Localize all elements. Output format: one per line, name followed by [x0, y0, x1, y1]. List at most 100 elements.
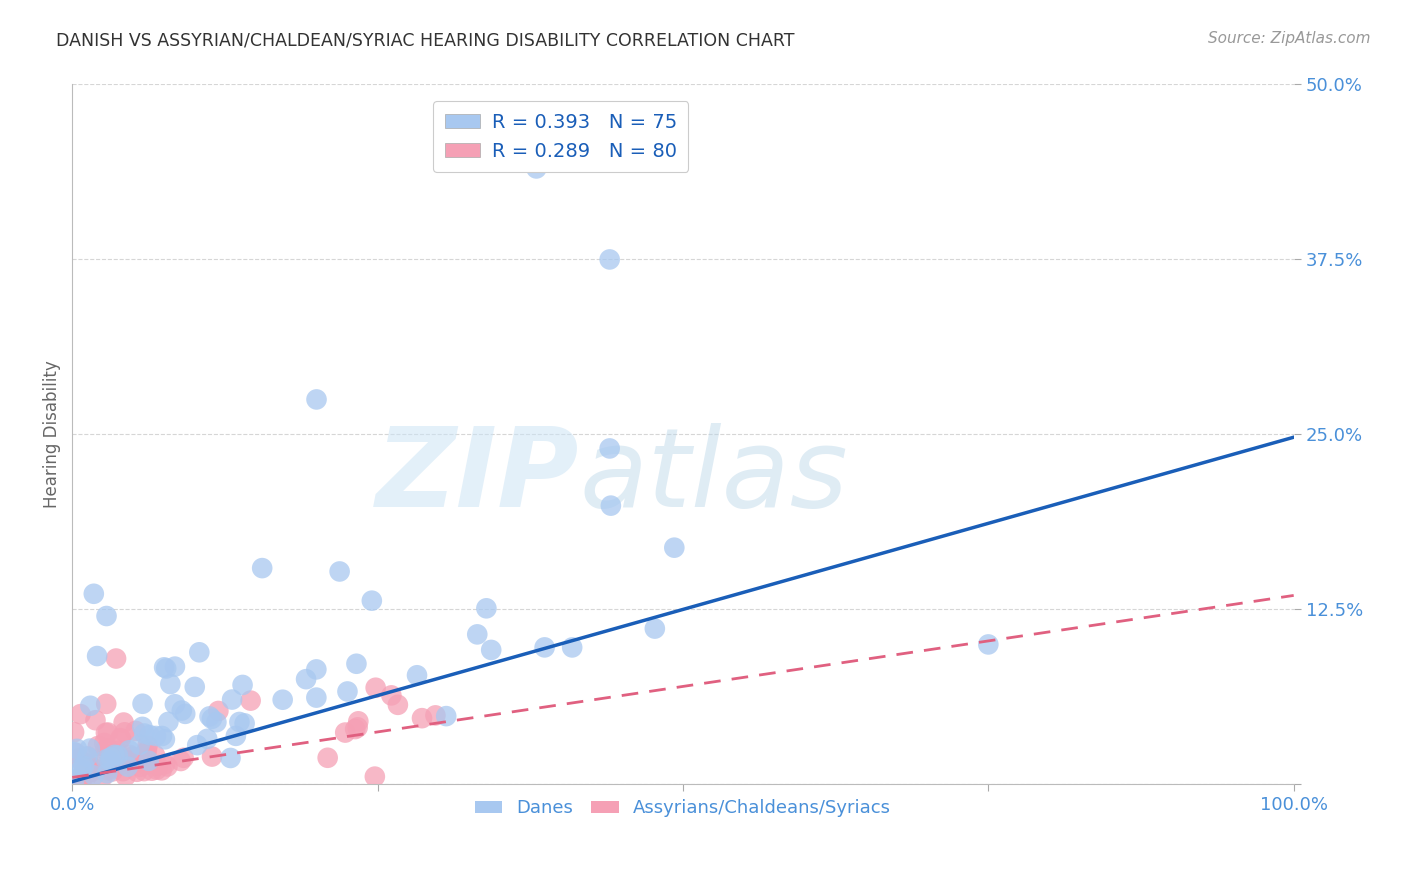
Point — [96, 697, 118, 711]
Point — [63, 725, 86, 739]
Point — [93, 736, 115, 750]
Point — [63, 776, 86, 790]
Point — [360, 593, 382, 607]
Point — [87, 739, 110, 753]
Point — [96, 609, 118, 624]
Point — [346, 657, 368, 671]
Point — [121, 750, 143, 764]
Point — [364, 770, 387, 784]
Point — [134, 726, 156, 740]
Point — [63, 772, 86, 787]
Point — [110, 731, 132, 746]
Point — [271, 692, 294, 706]
Text: atlas: atlas — [579, 423, 848, 530]
Point — [86, 648, 108, 663]
Point — [112, 764, 135, 779]
Point — [163, 698, 186, 712]
Point — [153, 660, 176, 674]
Point — [79, 698, 101, 713]
Point — [76, 766, 98, 780]
Point — [207, 704, 229, 718]
Point — [84, 713, 107, 727]
Text: DANISH VS ASSYRIAN/CHALDEAN/SYRIAC HEARING DISABILITY CORRELATION CHART: DANISH VS ASSYRIAN/CHALDEAN/SYRIAC HEARI… — [56, 31, 794, 49]
Point — [163, 659, 186, 673]
Point — [533, 640, 555, 655]
Point — [124, 723, 146, 738]
Point — [66, 742, 89, 756]
Point — [70, 773, 93, 788]
Point — [94, 752, 117, 766]
Point — [63, 775, 86, 789]
Point — [114, 769, 136, 783]
Point — [122, 752, 145, 766]
Point — [186, 738, 208, 752]
Point — [94, 726, 117, 740]
Point — [94, 743, 117, 757]
Point — [157, 714, 180, 729]
Point — [221, 692, 243, 706]
Point — [79, 741, 101, 756]
Point — [91, 770, 114, 784]
Point — [75, 772, 97, 786]
Point — [329, 565, 352, 579]
Point — [250, 561, 273, 575]
Point — [188, 645, 211, 659]
Point — [69, 707, 91, 722]
Point — [156, 759, 179, 773]
Point — [83, 768, 105, 782]
Point — [134, 755, 156, 769]
Point — [132, 764, 155, 778]
Point — [184, 680, 207, 694]
Point — [135, 754, 157, 768]
Point — [336, 684, 359, 698]
Point — [143, 747, 166, 762]
Point — [434, 709, 457, 723]
Y-axis label: Hearing Disability: Hearing Disability — [44, 360, 60, 508]
Point — [561, 640, 583, 655]
Point — [465, 627, 488, 641]
Point — [170, 754, 193, 768]
Point — [201, 749, 224, 764]
Point — [118, 747, 141, 762]
Point — [664, 541, 686, 555]
Text: ZIP: ZIP — [375, 423, 579, 530]
Point — [129, 760, 152, 774]
Point — [644, 622, 666, 636]
Point — [155, 661, 177, 675]
Point — [96, 763, 118, 777]
Point — [138, 754, 160, 768]
Point — [117, 759, 139, 773]
Point — [70, 763, 93, 777]
Point — [174, 706, 197, 721]
Point — [305, 690, 328, 705]
Point — [219, 751, 242, 765]
Point — [228, 714, 250, 729]
Point — [233, 716, 256, 731]
Point — [104, 748, 127, 763]
Point — [131, 697, 153, 711]
Point — [89, 760, 111, 774]
Point — [112, 715, 135, 730]
Point — [305, 662, 328, 676]
Point — [105, 651, 128, 665]
Point — [150, 729, 173, 743]
Point — [107, 748, 129, 763]
Point — [150, 764, 173, 778]
Point — [526, 161, 548, 176]
Point — [134, 747, 156, 761]
Point — [128, 738, 150, 752]
Point — [118, 743, 141, 757]
Point — [131, 720, 153, 734]
Point — [425, 708, 447, 723]
Point — [105, 744, 128, 758]
Point — [479, 643, 502, 657]
Point — [96, 766, 118, 780]
Point — [195, 731, 218, 746]
Point — [170, 704, 193, 718]
Point — [103, 747, 125, 762]
Point — [198, 709, 221, 723]
Point — [316, 751, 339, 765]
Point — [239, 693, 262, 707]
Point — [73, 759, 96, 773]
Point — [76, 764, 98, 778]
